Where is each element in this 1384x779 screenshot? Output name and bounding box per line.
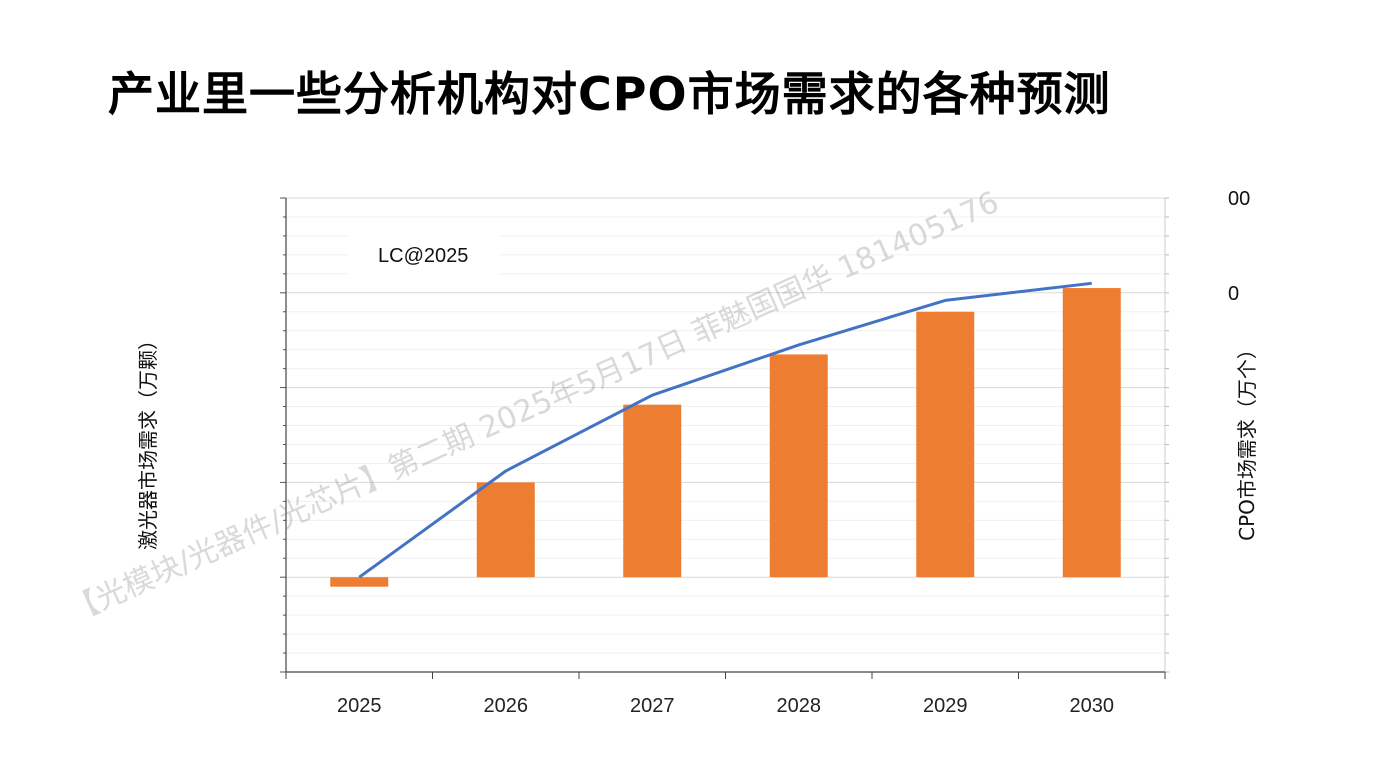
y2-tick-label: 0 [1228, 283, 1239, 305]
bar-2029 [916, 311, 975, 578]
y2-axis-label: CPO市场需求（万个） [1235, 339, 1259, 541]
bar-2030 [1062, 288, 1121, 578]
bar-2028 [769, 354, 828, 578]
bar-2027 [623, 404, 682, 578]
annotation-box [348, 232, 498, 278]
x-tick-label: 2030 [1070, 695, 1115, 717]
page-title: 产业里一些分析机构对CPO市场需求的各种预测 [108, 67, 1111, 121]
x-tick-label: 2028 [777, 695, 822, 717]
line-series-path [358, 281, 1092, 579]
annotation-label: LC@2025 [378, 245, 468, 267]
x-tick-label: 2027 [630, 695, 675, 717]
grid-lines [286, 197, 1165, 673]
line-series [358, 281, 1092, 579]
axes [280, 197, 1169, 679]
y2-tick-label: 00 [1228, 188, 1250, 210]
x-tick-label: 2025 [337, 695, 382, 717]
bar-2026 [476, 482, 535, 578]
x-tick-label: 2026 [484, 695, 529, 717]
bar-2025 [330, 577, 389, 587]
y-axis-label: 激光器市场需求（万颗） [136, 330, 160, 550]
bar-series [330, 288, 1121, 587]
x-tick-label: 2029 [923, 695, 968, 717]
